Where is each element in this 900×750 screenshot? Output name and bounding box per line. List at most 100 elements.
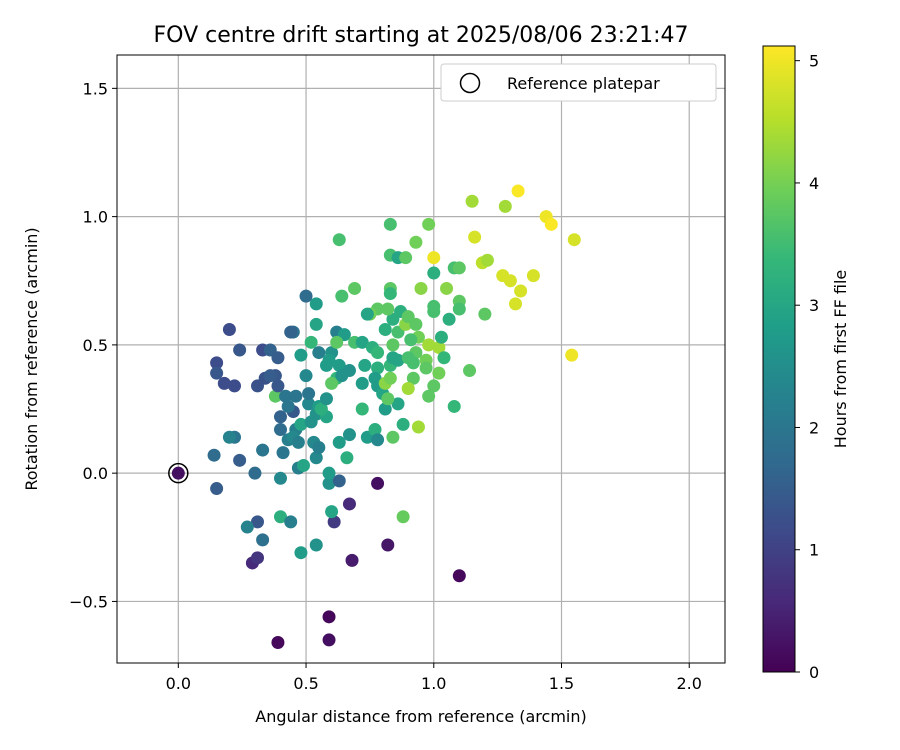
data-point bbox=[304, 335, 318, 349]
data-point bbox=[319, 392, 333, 406]
data-point bbox=[452, 569, 466, 583]
data-point bbox=[404, 333, 418, 347]
data-point bbox=[276, 446, 290, 460]
data-point bbox=[381, 302, 395, 316]
data-point bbox=[273, 510, 287, 524]
colorbar-ticks: 0 1 2 3 4 5 bbox=[795, 52, 819, 682]
data-point bbox=[210, 482, 224, 496]
data-point bbox=[251, 515, 265, 529]
data-point bbox=[248, 466, 262, 480]
data-point bbox=[271, 379, 285, 393]
data-point bbox=[325, 505, 339, 519]
data-point bbox=[442, 312, 456, 326]
y-tick-label: 1.0 bbox=[83, 208, 108, 227]
data-point bbox=[322, 476, 336, 490]
data-point bbox=[240, 520, 254, 534]
data-point bbox=[480, 253, 494, 267]
y-tick-label: 0.5 bbox=[83, 336, 108, 355]
data-point bbox=[332, 233, 346, 247]
data-point bbox=[299, 289, 313, 303]
data-point bbox=[251, 379, 265, 393]
legend-marker-icon bbox=[459, 72, 481, 94]
data-point bbox=[322, 610, 336, 624]
x-tick-label: 2.0 bbox=[677, 674, 702, 693]
data-point bbox=[409, 317, 423, 331]
x-axis-ticks: 0.0 0.5 1.0 1.5 2.0 bbox=[166, 663, 702, 693]
data-point bbox=[419, 361, 433, 375]
data-point bbox=[296, 458, 310, 472]
data-point bbox=[371, 476, 385, 490]
data-point bbox=[511, 184, 525, 198]
x-tick-label: 1.5 bbox=[549, 674, 574, 693]
data-point bbox=[294, 546, 308, 560]
data-point bbox=[434, 330, 448, 344]
data-point bbox=[465, 194, 479, 208]
data-point bbox=[299, 369, 313, 383]
data-point bbox=[381, 392, 395, 406]
data-point bbox=[289, 389, 303, 403]
data-point bbox=[371, 361, 385, 375]
data-point bbox=[514, 284, 528, 298]
data-point bbox=[207, 448, 221, 462]
colorbar-tick-label: 1 bbox=[809, 541, 819, 560]
data-point bbox=[327, 515, 341, 529]
data-point bbox=[381, 538, 395, 552]
data-point bbox=[314, 402, 328, 416]
data-point bbox=[268, 389, 282, 403]
data-point bbox=[309, 538, 323, 552]
data-point bbox=[325, 376, 339, 390]
data-point bbox=[371, 346, 385, 360]
data-point bbox=[271, 635, 285, 649]
data-point bbox=[355, 402, 369, 416]
y-axis-label: Rotation from reference (arcmin) bbox=[22, 227, 41, 490]
x-tick-label: 0.0 bbox=[166, 674, 191, 693]
data-point bbox=[271, 351, 285, 365]
data-point bbox=[544, 217, 558, 231]
data-point bbox=[463, 364, 477, 378]
x-tick-label: 0.5 bbox=[293, 674, 318, 693]
data-point bbox=[319, 358, 333, 372]
data-point bbox=[406, 371, 420, 385]
data-point bbox=[291, 435, 305, 449]
data-point bbox=[222, 430, 236, 444]
data-point bbox=[440, 281, 454, 295]
data-point bbox=[383, 287, 397, 301]
data-point bbox=[386, 430, 400, 444]
data-point bbox=[171, 466, 185, 480]
data-point bbox=[378, 402, 392, 416]
data-point bbox=[217, 376, 231, 390]
legend: Reference platepar bbox=[440, 63, 717, 102]
data-point bbox=[302, 397, 316, 411]
data-point bbox=[368, 423, 382, 437]
data-point bbox=[452, 302, 466, 316]
data-point bbox=[396, 417, 410, 431]
data-point bbox=[345, 553, 359, 567]
data-point bbox=[371, 433, 385, 447]
data-point bbox=[281, 399, 295, 413]
data-point bbox=[312, 346, 326, 360]
data-point bbox=[468, 230, 482, 244]
y-axis-ticks: −0.5 0.0 0.5 1.0 1.5 bbox=[69, 79, 117, 611]
data-point bbox=[210, 366, 224, 380]
plot-frame bbox=[116, 54, 726, 664]
data-point bbox=[309, 451, 323, 465]
data-point bbox=[322, 466, 336, 480]
data-point bbox=[279, 389, 293, 403]
x-axis-label: Angular distance from reference (arcmin) bbox=[255, 707, 586, 726]
y-tick-label: 1.5 bbox=[83, 79, 108, 98]
data-point bbox=[284, 325, 298, 339]
data-point bbox=[340, 451, 354, 465]
data-point bbox=[233, 453, 247, 467]
colorbar-tick-label: 2 bbox=[809, 418, 819, 437]
data-point bbox=[406, 356, 420, 370]
data-point bbox=[332, 435, 346, 449]
colorbar-label: Hours from first FF file bbox=[831, 270, 850, 449]
data-point bbox=[383, 371, 397, 385]
data-point bbox=[335, 289, 349, 303]
data-point bbox=[396, 510, 410, 524]
data-point bbox=[452, 261, 466, 275]
data-point bbox=[383, 217, 397, 231]
data-point bbox=[332, 474, 346, 488]
data-point bbox=[427, 266, 441, 280]
data-point bbox=[427, 299, 441, 313]
